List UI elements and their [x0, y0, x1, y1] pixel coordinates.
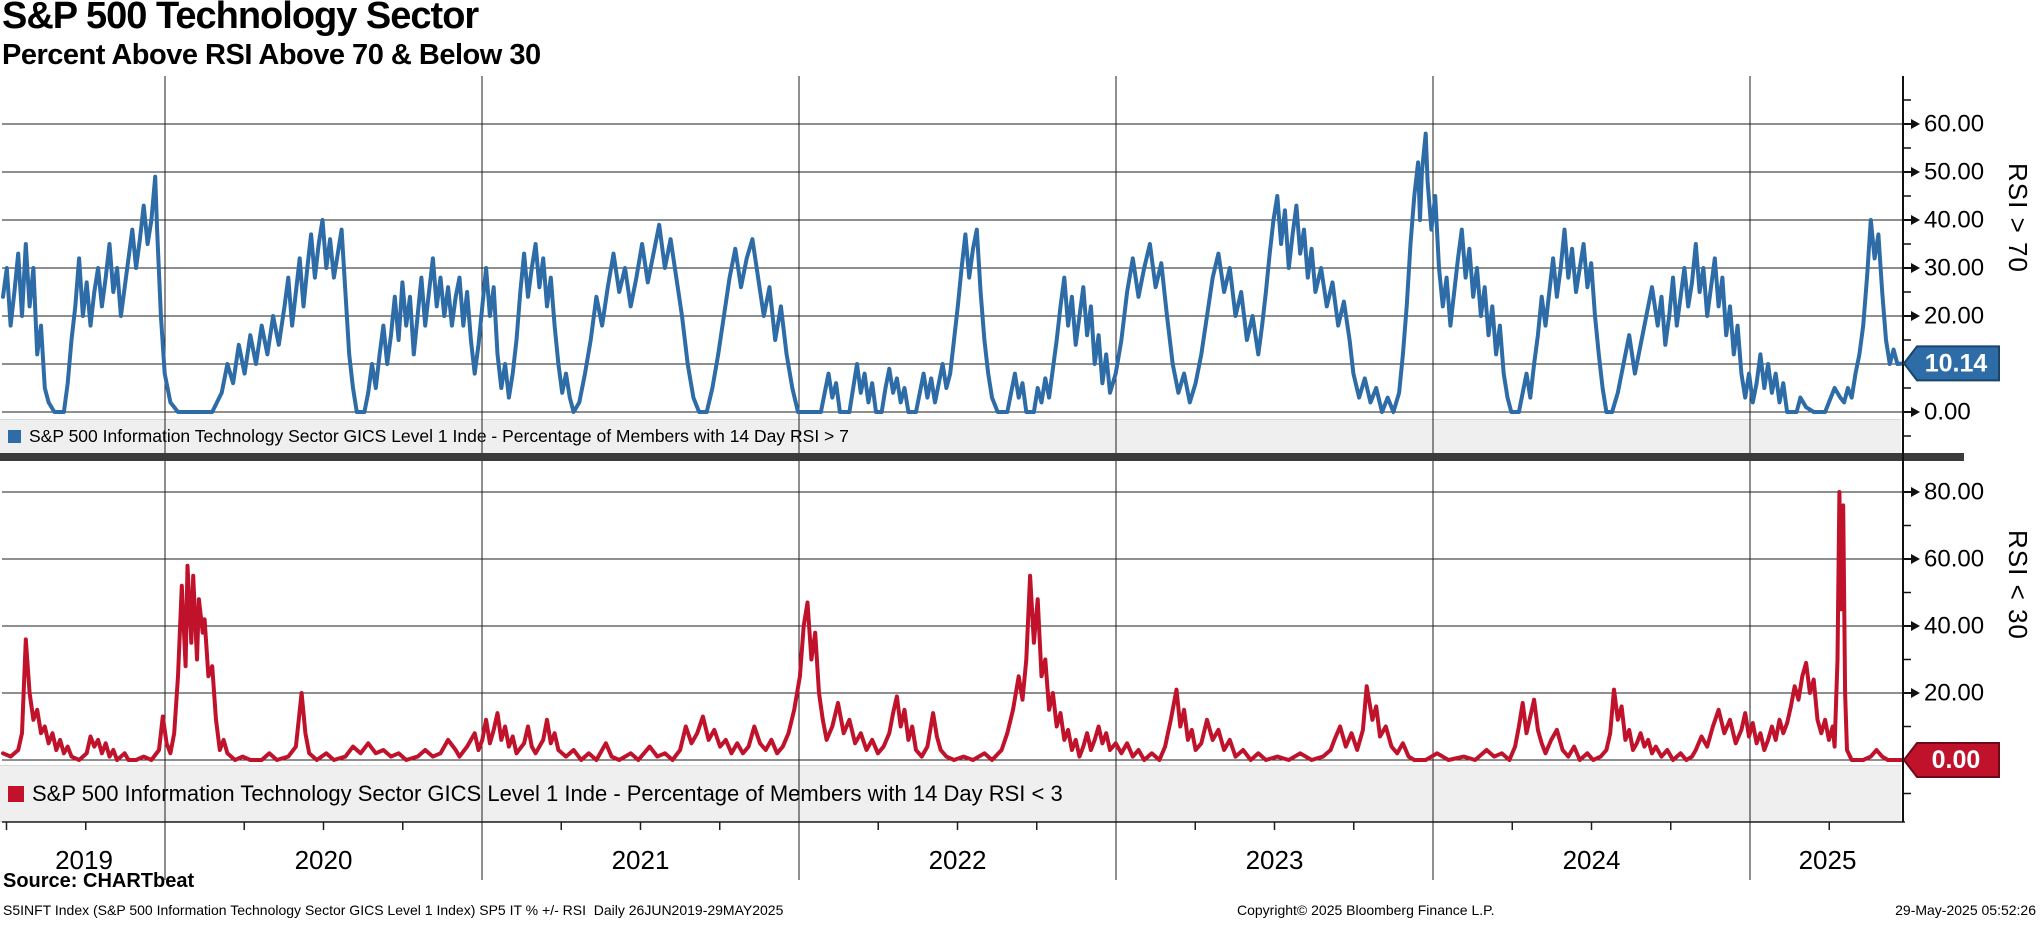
last-value-badge-text: 10.14 — [1925, 349, 1988, 377]
y-axis-tick-arrow-icon — [1911, 119, 1920, 129]
y-axis-tick-arrow-icon — [1911, 263, 1920, 273]
y-axis-tick-label: 60.00 — [1924, 546, 1984, 573]
x-axis-year-label: 2021 — [611, 845, 670, 875]
panel-divider — [0, 453, 1964, 461]
x-axis-year-labels: 2019 2020 2021 2022 2023 2024 2025 — [0, 845, 1905, 879]
y-axis-tick-label: 0.00 — [1924, 399, 1971, 426]
y-axis-tick-arrow-icon — [1911, 311, 1920, 321]
footer-timestamp: 29-May-2025 05:52:26 — [1895, 902, 2036, 918]
y-axis-tick-label: 60.00 — [1924, 111, 1984, 138]
y-axis-tick-label: 30.00 — [1924, 255, 1984, 282]
right-axis-title-rsi-below-30: RSI < 30 — [2003, 530, 2033, 640]
y-axis-tick-label: 40.00 — [1924, 207, 1984, 234]
y-axis-tick-arrow-icon — [1911, 554, 1920, 564]
y-axis-tick-label: 50.00 — [1924, 159, 1984, 186]
x-axis-year-label: 2019 — [55, 845, 113, 875]
series-line — [1, 131, 1907, 414]
y-axis-tick-label: 80.00 — [1924, 479, 1984, 506]
legend-label-rsi-above-70: S&P 500 Information Technology Sector GI… — [29, 426, 849, 446]
page-subtitle: Percent Above RSI Above 70 & Below 30 — [2, 39, 541, 71]
y-axis-tick-label: 20.00 — [1924, 303, 1984, 330]
x-axis-year-label: 2023 — [1245, 845, 1304, 875]
last-value-badge — [1902, 345, 2000, 382]
x-axis-year-label: 2020 — [294, 845, 353, 875]
legend-rsi-below-30: S&P 500 Information Technology Sector GI… — [0, 765, 1901, 822]
y-axis-tick-arrow-icon — [1911, 167, 1920, 177]
y-axis-tick-arrow-icon — [1911, 407, 1920, 417]
y-axis-tick-arrow-icon — [1911, 688, 1920, 698]
series-line — [1, 490, 1907, 762]
legend-rsi-above-70: S&P 500 Information Technology Sector GI… — [0, 419, 1901, 454]
y-axis-tick-arrow-icon — [1911, 487, 1920, 497]
x-axis-year-label: 2025 — [1798, 845, 1857, 875]
page-title: S&P 500 Technology Sector — [2, 0, 479, 37]
blue-series-marker-icon — [8, 430, 21, 443]
y-axis-tick-arrow-icon — [1911, 215, 1920, 225]
y-axis-tick-arrow-icon — [1911, 621, 1920, 631]
y-axis-tick-label: 40.00 — [1924, 613, 1984, 640]
right-axis-title-rsi-above-70: RSI > 70 — [2003, 163, 2033, 273]
footer-description: S5INFT Index (S&P 500 Information Techno… — [3, 902, 784, 918]
source-label: Source: CHARTbeat — [3, 870, 195, 892]
y-axis-tick-label: 20.00 — [1924, 680, 1984, 707]
red-series-marker-icon — [8, 785, 24, 802]
footer-copyright: Copyright© 2025 Bloomberg Finance L.P. — [1237, 902, 1495, 918]
x-axis-year-label: 2024 — [1562, 845, 1621, 875]
legend-label-rsi-below-30: S&P 500 Information Technology Sector GI… — [32, 780, 1063, 806]
last-value-badge-text: 0.00 — [1932, 746, 1981, 774]
last-value-badge — [1902, 742, 2000, 778]
x-axis-year-label: 2022 — [928, 845, 987, 875]
